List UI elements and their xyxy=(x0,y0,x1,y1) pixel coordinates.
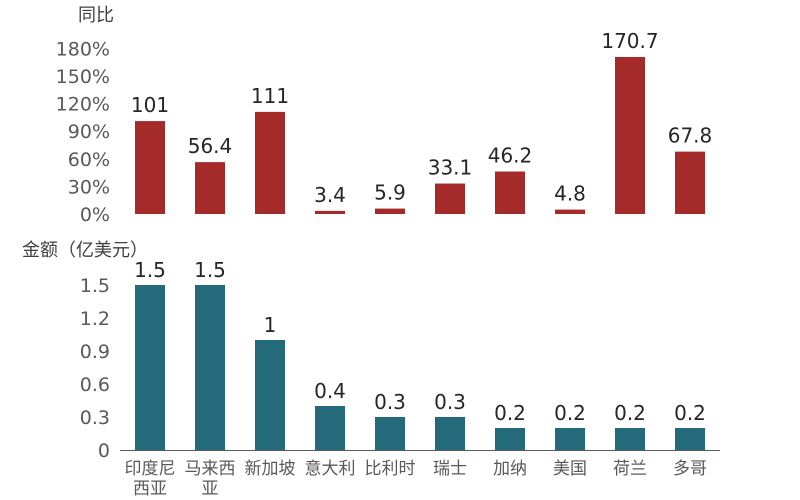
bottom-bar-value-label: 0.2 xyxy=(554,401,586,425)
top-bar-value-label: 101 xyxy=(131,93,169,117)
bottom-bar-value-label: 1.5 xyxy=(194,258,226,282)
top-bar xyxy=(495,171,525,214)
x-category-label: 意大利 xyxy=(305,459,356,479)
x-category-label: 比利时 xyxy=(365,459,416,479)
bottom-y-tick-label: 1.2 xyxy=(80,308,110,330)
bottom-bar xyxy=(315,406,345,450)
bottom-bar-value-label: 0.3 xyxy=(374,390,406,414)
top-bar xyxy=(255,111,285,214)
top-bar-value-label: 67.8 xyxy=(668,124,713,148)
top-bar-value-label: 111 xyxy=(251,84,289,108)
top-bar xyxy=(375,208,405,214)
bottom-bar xyxy=(495,428,525,450)
top-bar xyxy=(555,209,585,214)
bottom-bar xyxy=(555,428,585,450)
bottom-bar-value-label: 1 xyxy=(264,313,277,337)
x-category-label: 新加坡 xyxy=(245,459,296,479)
top-bar-value-label: 56.4 xyxy=(188,134,233,158)
bottom-bar-value-label: 0.2 xyxy=(614,401,646,425)
top-chart-panel: 0% 30% 60% 90% 120% 150% 180% 101 56.4 111 3.4 5.9 3… xyxy=(56,29,713,226)
bottom-bar xyxy=(195,285,225,450)
bottom-bar xyxy=(615,428,645,450)
x-category-label: 加纳 xyxy=(493,459,527,479)
bottom-y-tick-label: 0.9 xyxy=(80,341,110,363)
bottom-bar xyxy=(675,428,705,450)
top-y-tick-label: 0% xyxy=(80,204,110,226)
x-category-label: 马来西亚 xyxy=(185,459,236,499)
top-bar xyxy=(675,151,705,214)
top-bar xyxy=(135,121,165,214)
bottom-y-tick-label: 0.6 xyxy=(80,374,110,396)
top-bar xyxy=(615,56,645,215)
bottom-bar xyxy=(255,340,285,450)
x-category-label: 瑞士 xyxy=(433,459,467,479)
top-bar-value-label: 5.9 xyxy=(374,181,406,205)
x-category-label: 荷兰 xyxy=(613,459,647,479)
top-bar xyxy=(435,183,465,214)
bottom-bar-value-label: 1.5 xyxy=(134,258,166,282)
top-bar-value-label: 3.4 xyxy=(314,183,346,207)
top-bar xyxy=(315,210,345,214)
top-bar-value-label: 4.8 xyxy=(554,182,586,206)
bottom-y-tick-label: 0.3 xyxy=(80,407,110,429)
top-bar xyxy=(195,162,225,214)
bottom-y-tick-label: 0 xyxy=(98,440,110,462)
bottom-bar xyxy=(435,417,465,450)
top-y-tick-label: 60% xyxy=(68,149,110,171)
bottom-bar-value-label: 0.3 xyxy=(434,390,466,414)
top-bar-value-label: 33.1 xyxy=(428,156,473,180)
top-y-tick-label: 90% xyxy=(68,121,110,143)
x-category-label: 多哥 xyxy=(673,459,707,479)
top-y-tick-label: 150% xyxy=(56,66,110,88)
bottom-bar xyxy=(375,417,405,450)
top-chart-title: 同比 xyxy=(78,5,114,26)
bottom-bar-value-label: 0.2 xyxy=(674,401,706,425)
top-y-tick-label: 120% xyxy=(56,94,110,116)
top-bar-value-label: 46.2 xyxy=(488,143,533,167)
bottom-bar-value-label: 0.4 xyxy=(314,379,346,403)
bottom-bar xyxy=(135,285,165,450)
top-y-tick-label: 180% xyxy=(56,38,110,60)
x-category-label: 印度尼西亚 xyxy=(125,459,176,499)
bottom-chart-title: 金额（亿美元） xyxy=(22,240,148,261)
bottom-y-tick-label: 1.5 xyxy=(80,275,110,297)
x-category-label: 美国 xyxy=(553,459,587,479)
top-bar-value-label: 170.7 xyxy=(601,29,658,53)
bottom-chart-panel: 0 0.3 0.6 0.9 1.2 1.5 1.5 1.5 1 0.4 0.3 0.3 0.2 0.2 0.… xyxy=(80,258,720,499)
bottom-bar-value-label: 0.2 xyxy=(494,401,526,425)
top-y-tick-label: 30% xyxy=(68,176,110,198)
